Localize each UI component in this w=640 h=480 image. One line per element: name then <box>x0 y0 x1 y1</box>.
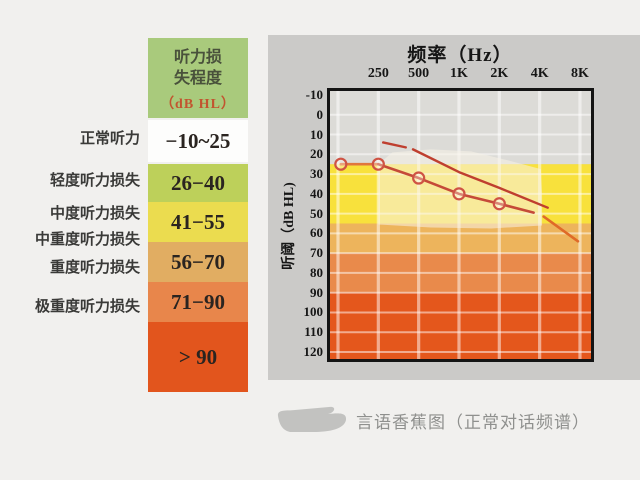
y-tick-label: 110 <box>304 324 323 340</box>
audiogram-curve <box>377 162 535 214</box>
y-tick-label: 120 <box>303 343 324 359</box>
y-tick-label: 80 <box>310 264 323 280</box>
legend-cell: −10~25 <box>148 120 248 162</box>
y-tick-label: 50 <box>310 205 323 221</box>
x-tick-label: 4K <box>530 66 549 81</box>
hearing-level-label: 中重度听力损失 <box>34 232 140 248</box>
x-axis-title: 频率（Hz） <box>407 45 513 66</box>
legend-cell: > 90 <box>148 322 248 392</box>
y-tick-label: 100 <box>303 304 324 320</box>
speech-banana-icon <box>277 406 347 432</box>
data-point-marker <box>492 197 506 211</box>
y-tick-label: -10 <box>305 87 323 102</box>
data-point-marker <box>334 157 348 171</box>
scale-header-title-line2: 失程度 <box>173 70 222 87</box>
data-point-marker <box>452 187 466 201</box>
y-tick-label: 60 <box>310 225 323 241</box>
y-tick-label: 0 <box>316 106 324 122</box>
x-tick-label: 2K <box>490 66 509 81</box>
y-tick-label: 20 <box>310 146 323 162</box>
legend-cell: 41−55 <box>148 202 248 242</box>
reference-curve <box>381 141 407 149</box>
scale-header-title-line1: 听力损 <box>173 49 222 66</box>
hearing-level-label: 极重度听力损失 <box>34 299 140 315</box>
y-tick-label: 70 <box>310 245 323 261</box>
hearing-level-label: 重度听力损失 <box>49 260 140 276</box>
x-tick-label: 8K <box>571 66 589 81</box>
legend-cell: 71−90 <box>148 282 248 322</box>
caption-text: 言语香蕉图（正常对话频谱） <box>356 413 590 432</box>
data-point-marker <box>412 171 426 185</box>
legend-cell: 56−70 <box>148 242 248 282</box>
data-point-marker <box>371 157 385 171</box>
y-tick-label: 10 <box>310 126 323 142</box>
hearing-level-label: 轻度听力损失 <box>49 173 140 189</box>
plot-border <box>327 88 594 362</box>
x-tick-label: 500 <box>408 66 430 81</box>
audiogram-curve <box>542 215 580 243</box>
hearing-level-label: 正常听力 <box>79 131 140 147</box>
y-tick-label: 90 <box>310 284 323 300</box>
y-tick-label: 40 <box>310 185 323 201</box>
hearing-level-label: 中度听力损失 <box>49 206 140 222</box>
y-axis-title: 听阈（dB HL) <box>282 182 297 270</box>
legend-cell: 26−40 <box>148 164 248 202</box>
reference-curve <box>411 148 549 209</box>
scale-header: 听力损 失程度 （dB HL） <box>148 38 248 118</box>
audiogram-plot <box>327 88 594 362</box>
x-tick-label: 1K <box>450 66 468 81</box>
x-tick-label: 250 <box>367 66 389 81</box>
scale-header-unit: （dB HL） <box>160 97 236 112</box>
y-tick-label: 30 <box>310 166 323 182</box>
